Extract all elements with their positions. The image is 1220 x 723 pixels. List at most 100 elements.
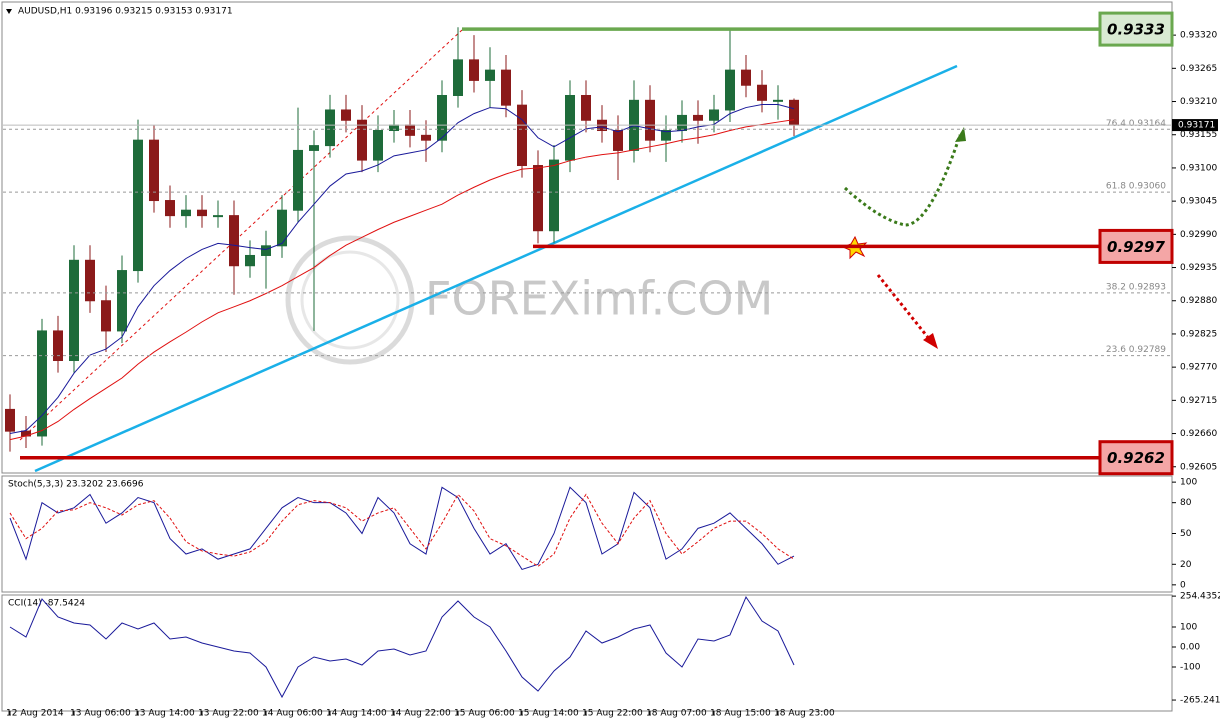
candle-body bbox=[277, 209, 287, 247]
y-tick-label: 0.92825 bbox=[1180, 329, 1217, 339]
x-tick-label: 12 Aug 2014 bbox=[6, 709, 64, 719]
level-label: 0.9333 bbox=[1107, 21, 1165, 39]
y-tick-label: 0.92770 bbox=[1180, 363, 1217, 373]
y-tick-label: 0.92715 bbox=[1180, 396, 1217, 406]
x-tick-label: 14 Aug 22:00 bbox=[390, 709, 451, 719]
y-tick-label: 0.92990 bbox=[1180, 230, 1217, 240]
indicator-line bbox=[9, 486, 795, 571]
bear-arrow-head bbox=[923, 333, 938, 349]
candle-body bbox=[693, 114, 703, 121]
indicator-line bbox=[9, 104, 795, 435]
candle-body bbox=[645, 99, 655, 141]
candle-body bbox=[501, 69, 511, 106]
candle-body bbox=[133, 139, 143, 272]
y-tick-label: 0.00 bbox=[1180, 643, 1200, 653]
y-tick-label: -265.2416 bbox=[1180, 696, 1220, 706]
stoch-title: Stoch(5,3,3) 23.3202 23.6696 bbox=[8, 480, 144, 490]
y-tick-label: 0.92660 bbox=[1180, 429, 1217, 439]
y-tick-label: 0.93100 bbox=[1180, 163, 1217, 173]
y-tick-label: 0.93045 bbox=[1180, 197, 1217, 207]
candle-body bbox=[373, 130, 383, 161]
y-tick-label: 0.92880 bbox=[1180, 296, 1217, 306]
trend-line bbox=[34, 64, 958, 473]
indicator-line bbox=[9, 493, 795, 567]
candle-body bbox=[213, 215, 223, 218]
indicator-line bbox=[9, 595, 795, 699]
candle-body bbox=[613, 130, 623, 151]
candle-body bbox=[421, 134, 431, 141]
y-tick-label: -100 bbox=[1180, 663, 1201, 673]
y-tick-label: 0.93155 bbox=[1180, 130, 1217, 140]
candle-body bbox=[709, 109, 719, 121]
x-tick-label: 15 Aug 14:00 bbox=[518, 709, 579, 719]
last-price-box bbox=[1172, 119, 1218, 132]
candle-body bbox=[789, 99, 799, 126]
y-tick-label: 80 bbox=[1180, 498, 1192, 508]
candle-body bbox=[325, 109, 335, 147]
candle-body bbox=[229, 215, 239, 267]
stoch-pane bbox=[1, 475, 1173, 593]
x-tick-label: 15 Aug 22:00 bbox=[582, 709, 643, 719]
candle-body bbox=[149, 139, 159, 202]
candle-body bbox=[341, 109, 351, 121]
candle-body bbox=[549, 159, 559, 232]
x-tick-label: 14 Aug 06:00 bbox=[262, 709, 323, 719]
fib-diagonal bbox=[19, 29, 463, 441]
candle-body bbox=[469, 59, 479, 81]
x-tick-label: 15 Aug 06:00 bbox=[454, 709, 515, 719]
last-price-label: 0.93171 bbox=[1178, 121, 1215, 131]
candle-body bbox=[101, 300, 111, 332]
fib-label: 61.8 0.93060 bbox=[1106, 182, 1166, 192]
candle-body bbox=[661, 130, 671, 141]
candle-body bbox=[485, 69, 495, 81]
fib-label: 23.6 0.92789 bbox=[1106, 345, 1166, 355]
y-tick-label: 0 bbox=[1180, 580, 1186, 590]
fib-label: 38.2 0.92893 bbox=[1106, 282, 1166, 292]
y-tick-label: 0.92935 bbox=[1180, 263, 1217, 273]
x-tick-label: 18 Aug 23:00 bbox=[774, 709, 835, 719]
level-label: 0.9262 bbox=[1107, 449, 1165, 467]
x-tick-label: 18 Aug 07:00 bbox=[646, 709, 707, 719]
candle-body bbox=[69, 259, 79, 362]
x-tick-label: 13 Aug 22:00 bbox=[198, 709, 259, 719]
candle-body bbox=[245, 254, 255, 267]
level-box bbox=[1098, 440, 1174, 476]
candle-body bbox=[757, 84, 767, 101]
candle-body bbox=[261, 245, 271, 256]
y-tick-label: 254.4352 bbox=[1180, 592, 1220, 602]
bull-arrow-head bbox=[955, 127, 966, 142]
candle-body bbox=[725, 69, 735, 111]
candle-body bbox=[181, 209, 191, 217]
candle-body bbox=[357, 119, 367, 161]
y-tick-label: 0.93210 bbox=[1180, 97, 1217, 107]
candle-body bbox=[533, 165, 543, 232]
cci-pane bbox=[1, 594, 1173, 712]
candle-body bbox=[309, 145, 319, 151]
watermark: FOREXimf.COM bbox=[425, 272, 773, 326]
bear-arrow bbox=[876, 274, 932, 341]
candle-body bbox=[773, 99, 783, 102]
x-tick-label: 18 Aug 15:00 bbox=[710, 709, 771, 719]
candle-body bbox=[565, 94, 575, 161]
chart-title: AUDUSD,H1 0.93196 0.93215 0.93153 0.9317… bbox=[18, 7, 233, 17]
candle-body bbox=[165, 200, 175, 217]
candle-body bbox=[437, 94, 447, 141]
x-tick-label: 13 Aug 06:00 bbox=[70, 709, 131, 719]
candle-body bbox=[117, 270, 127, 332]
candle-body bbox=[453, 59, 463, 96]
level-box bbox=[1098, 228, 1174, 264]
candle-body bbox=[741, 69, 751, 86]
y-tick-label: 0.93265 bbox=[1180, 64, 1217, 74]
candle-body bbox=[581, 94, 591, 121]
y-tick-label: 50 bbox=[1180, 529, 1192, 539]
level-label: 0.9297 bbox=[1107, 238, 1165, 256]
level-box bbox=[1098, 11, 1174, 47]
watermark-logo bbox=[285, 235, 415, 365]
candle-body bbox=[517, 104, 527, 167]
candle-body bbox=[37, 330, 47, 437]
x-tick-label: 14 Aug 14:00 bbox=[326, 709, 387, 719]
candle-body bbox=[405, 124, 415, 136]
y-tick-label: 20 bbox=[1180, 560, 1192, 570]
